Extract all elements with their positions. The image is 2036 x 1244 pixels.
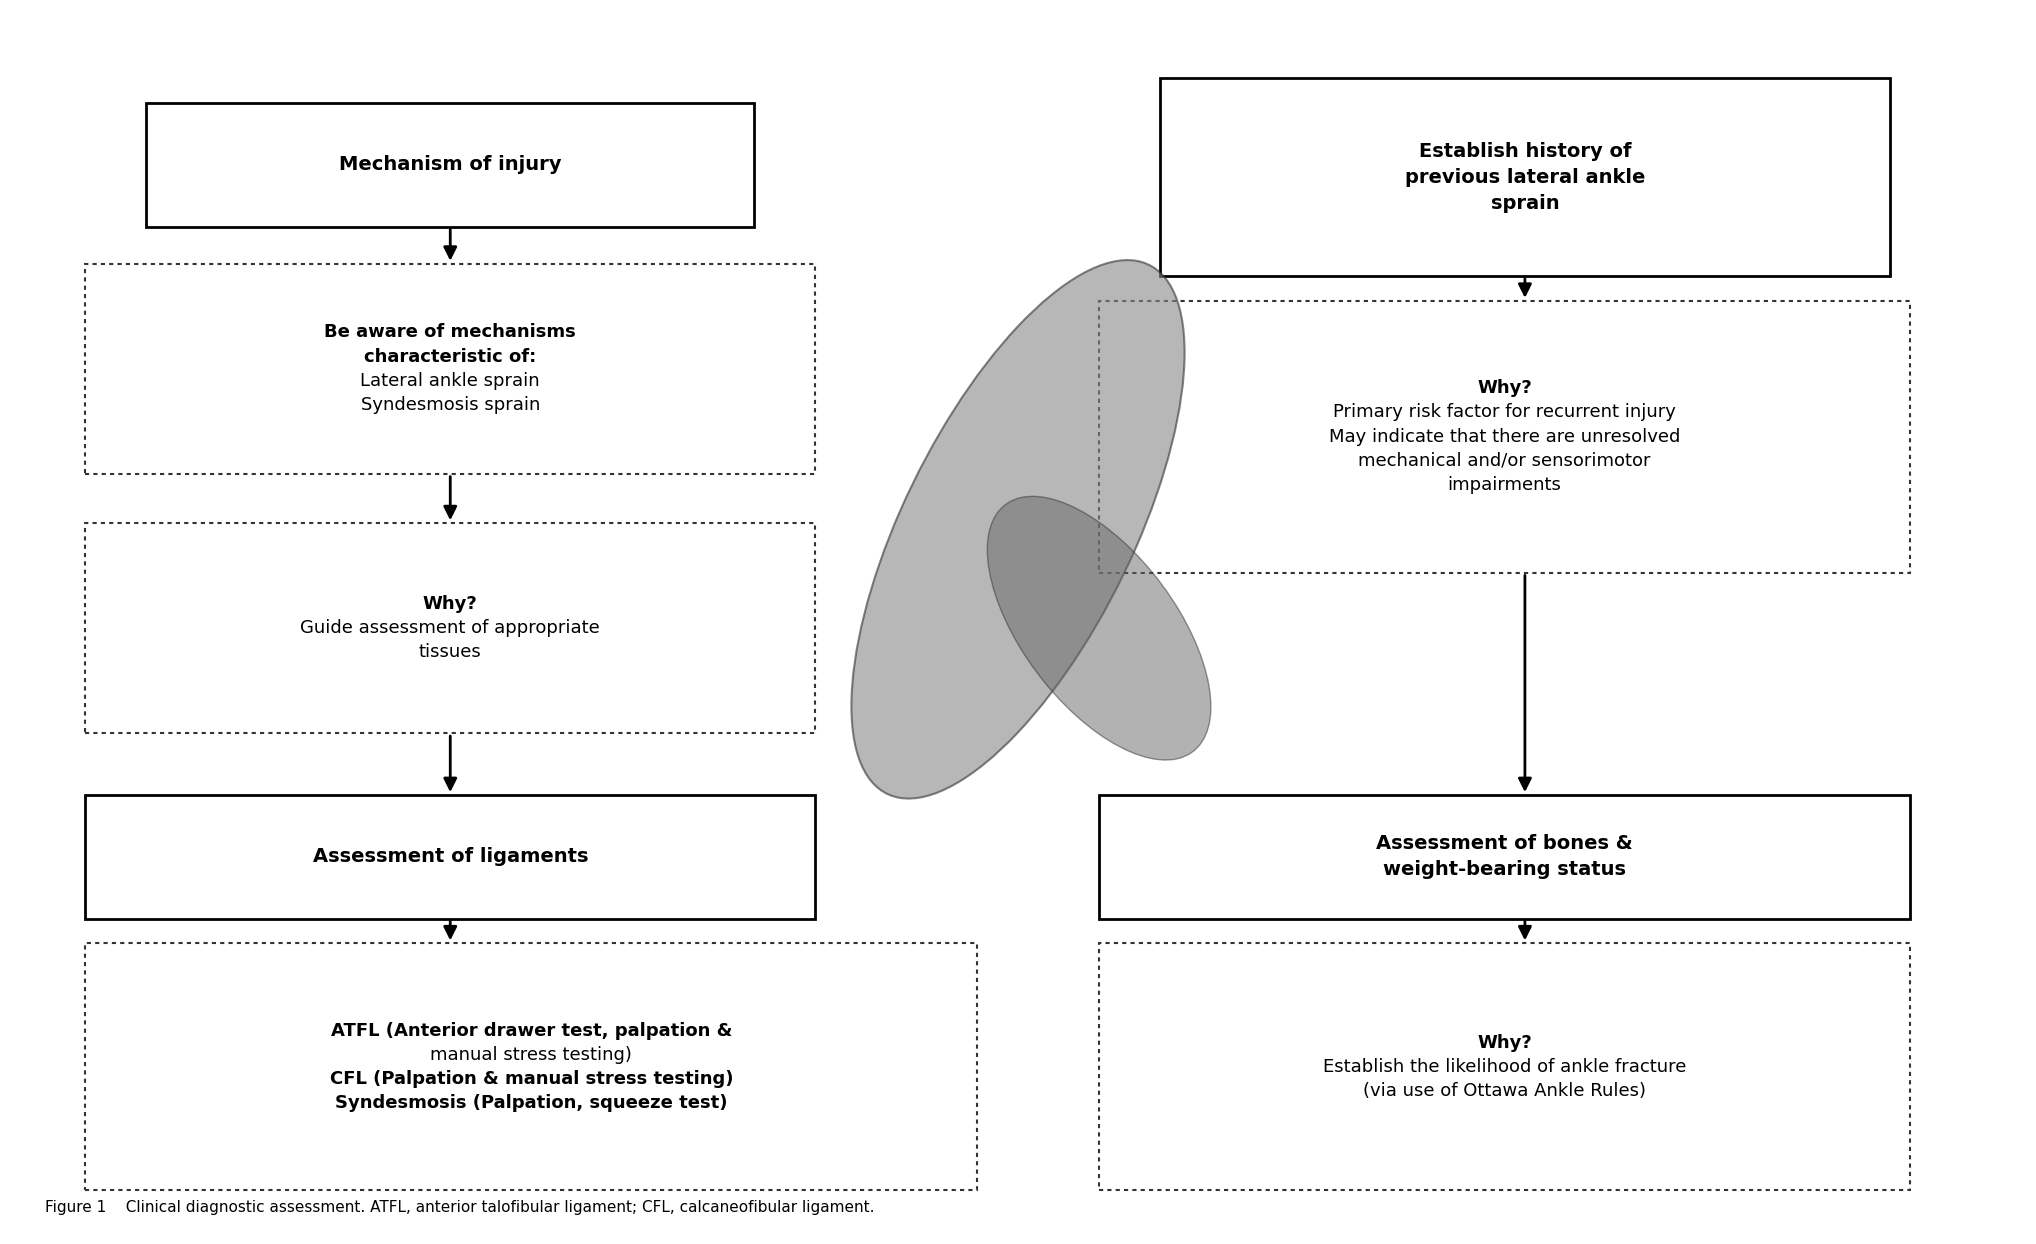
Text: Assessment of ligaments: Assessment of ligaments — [312, 847, 588, 866]
Text: Why?: Why? — [423, 595, 478, 613]
Text: Syndesmosis (Palpation, squeeze test): Syndesmosis (Palpation, squeeze test) — [336, 1095, 727, 1112]
Text: Primary risk factor for recurrent injury: Primary risk factor for recurrent injury — [1334, 403, 1676, 422]
Text: Figure 1    Clinical diagnostic assessment. ATFL, anterior talofibular ligament;: Figure 1 Clinical diagnostic assessment.… — [45, 1200, 873, 1215]
FancyBboxPatch shape — [86, 264, 814, 474]
Text: previous lateral ankle: previous lateral ankle — [1405, 168, 1645, 187]
Text: Establish the likelihood of ankle fracture: Establish the likelihood of ankle fractu… — [1323, 1057, 1686, 1076]
FancyBboxPatch shape — [86, 943, 977, 1191]
Ellipse shape — [851, 260, 1185, 799]
Text: Be aware of mechanisms: Be aware of mechanisms — [324, 323, 576, 341]
Text: ATFL (Anterior drawer test, palpation &: ATFL (Anterior drawer test, palpation & — [330, 1021, 733, 1040]
Text: Why?: Why? — [1478, 1034, 1531, 1051]
Text: ATFL (Anterior drawer test, palpation &: ATFL (Anterior drawer test, palpation & — [354, 1021, 709, 1040]
Text: sprain: sprain — [1490, 194, 1560, 213]
Text: Syndesmosis (Palpation, squeeze test): Syndesmosis (Palpation, squeeze test) — [358, 1095, 704, 1112]
Text: ATFL (Anterior drawer test, palpation &: ATFL (Anterior drawer test, palpation & — [354, 1021, 709, 1040]
Text: Lateral ankle sprain: Lateral ankle sprain — [360, 372, 540, 389]
Text: Why?: Why? — [1478, 379, 1531, 397]
FancyBboxPatch shape — [1099, 301, 1910, 572]
Text: CFL (Palpation & manual stress testing): CFL (Palpation & manual stress testing) — [330, 1070, 733, 1088]
Ellipse shape — [987, 496, 1211, 760]
Text: characteristic of:: characteristic of: — [364, 347, 535, 366]
Text: mechanical and/or sensorimotor: mechanical and/or sensorimotor — [1358, 452, 1651, 470]
Text: CFL (Palpation & manual stress testing): CFL (Palpation & manual stress testing) — [352, 1070, 711, 1088]
Text: Guide assessment of appropriate: Guide assessment of appropriate — [301, 620, 601, 637]
Text: Assessment of bones &: Assessment of bones & — [1376, 835, 1633, 853]
Text: May indicate that there are unresolved: May indicate that there are unresolved — [1330, 428, 1680, 445]
Text: CFL (Palpation & manual stress testing): CFL (Palpation & manual stress testing) — [352, 1070, 711, 1088]
FancyBboxPatch shape — [1161, 78, 1889, 276]
Text: Syndesmosis (Palpation, squeeze test): Syndesmosis (Palpation, squeeze test) — [358, 1095, 704, 1112]
Text: tissues: tissues — [419, 643, 483, 662]
FancyBboxPatch shape — [1099, 795, 1910, 918]
Text: weight-bearing status: weight-bearing status — [1382, 861, 1627, 880]
Text: manual stress testing): manual stress testing) — [430, 1046, 633, 1064]
Text: impairments: impairments — [1448, 476, 1562, 494]
Text: Establish history of: Establish history of — [1419, 142, 1631, 160]
FancyBboxPatch shape — [86, 524, 814, 733]
FancyBboxPatch shape — [90, 945, 973, 1188]
Text: manual stress testing): manual stress testing) — [430, 1046, 633, 1064]
FancyBboxPatch shape — [1099, 943, 1910, 1191]
Text: Syndesmosis sprain: Syndesmosis sprain — [360, 396, 540, 414]
Text: Mechanism of injury: Mechanism of injury — [340, 156, 562, 174]
FancyBboxPatch shape — [86, 795, 814, 918]
FancyBboxPatch shape — [147, 103, 755, 226]
Text: (via use of Ottawa Ankle Rules): (via use of Ottawa Ankle Rules) — [1364, 1082, 1647, 1100]
